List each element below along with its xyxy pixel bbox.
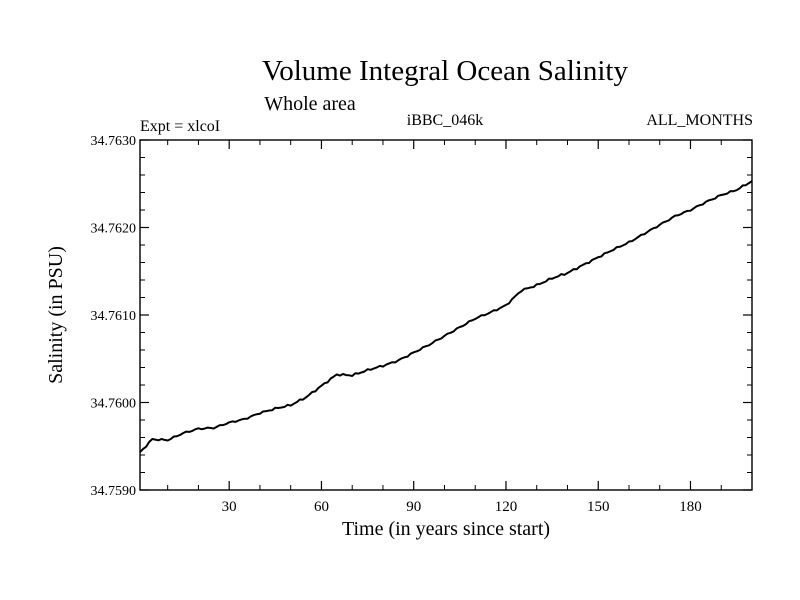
- series-line-salinity: [139, 180, 753, 453]
- y-axis-label: Salinity (in PSU): [45, 246, 67, 384]
- x-tick-label: 60: [314, 499, 329, 515]
- plot-frame: [139, 139, 753, 491]
- chart-title: Volume Integral Ocean Salinity: [262, 55, 628, 87]
- chart-subtitle: Whole area: [264, 93, 356, 115]
- y-tick-label: 34.7610: [91, 309, 137, 324]
- x-tick-label: 150: [587, 499, 610, 515]
- months-label: ALL_MONTHS: [646, 112, 753, 129]
- run-id-label: iBBC_046k: [407, 112, 483, 129]
- y-tick-label: 34.7620: [91, 222, 137, 237]
- x-tick-label: 90: [406, 499, 421, 515]
- x-axis-label: Time (in years since start): [342, 518, 550, 540]
- x-tick-label: 120: [495, 499, 518, 515]
- x-tick-label: 30: [222, 499, 237, 515]
- y-tick-label: 34.7590: [91, 484, 137, 499]
- x-tick-label: 180: [679, 499, 702, 515]
- y-axis-ticks: 34.7590 34.7600 34.7610 34.7620 34.7630: [91, 134, 752, 499]
- x-axis-ticks: 30 60 90 120 150 180: [167, 140, 722, 515]
- y-tick-label: 34.7600: [91, 397, 137, 412]
- experiment-label: Expt = xlcoI: [140, 118, 220, 135]
- y-tick-label: 34.7630: [91, 134, 137, 149]
